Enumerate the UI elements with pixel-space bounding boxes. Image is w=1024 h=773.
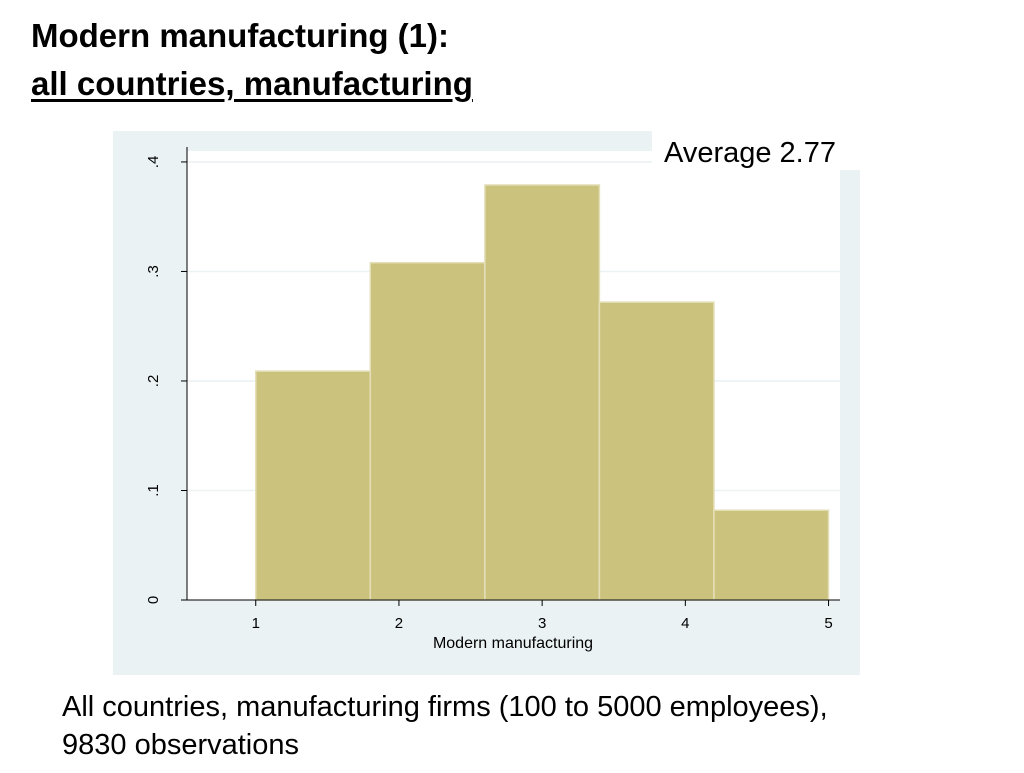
x-axis-label: Modern manufacturing — [433, 635, 593, 652]
y-tick-label-0: 0 — [145, 596, 162, 604]
histogram-bar-2 — [369, 261, 486, 601]
caption-line-1: All countries, manufacturing firms (100 … — [62, 691, 828, 723]
histogram-bar-4 — [598, 301, 715, 601]
y-tick-label-1: .1 — [145, 484, 162, 497]
y-tick-label-2: .2 — [145, 375, 162, 388]
x-tick-label-4: 5 — [824, 615, 832, 632]
y-tick-label-3: .3 — [145, 265, 162, 278]
slide-subtitle: all countries, manufacturing — [31, 65, 473, 102]
histogram-bars — [254, 184, 830, 601]
axes — [181, 147, 840, 606]
histogram-bar-1 — [254, 370, 372, 601]
slide-title: Modern manufacturing (1): — [31, 17, 449, 54]
y-tick-label-4: .4 — [145, 156, 162, 169]
x-tick-label-1: 2 — [395, 615, 403, 632]
x-tick-label-2: 3 — [538, 615, 546, 632]
histogram-bar-3 — [484, 184, 601, 601]
x-tick-label-0: 1 — [252, 615, 260, 632]
average-annotation: Average 2.77 — [664, 137, 836, 169]
histogram-bar-5 — [713, 509, 830, 601]
caption-line-2: 9830 observations — [62, 729, 299, 761]
caption: All countries, manufacturing firms (100 … — [62, 688, 1012, 764]
average-box — [652, 128, 867, 170]
x-tick-label-3: 4 — [681, 615, 689, 632]
tick-labels: 0 .1 .2 .3 .4 1 2 3 4 5 — [145, 156, 833, 632]
